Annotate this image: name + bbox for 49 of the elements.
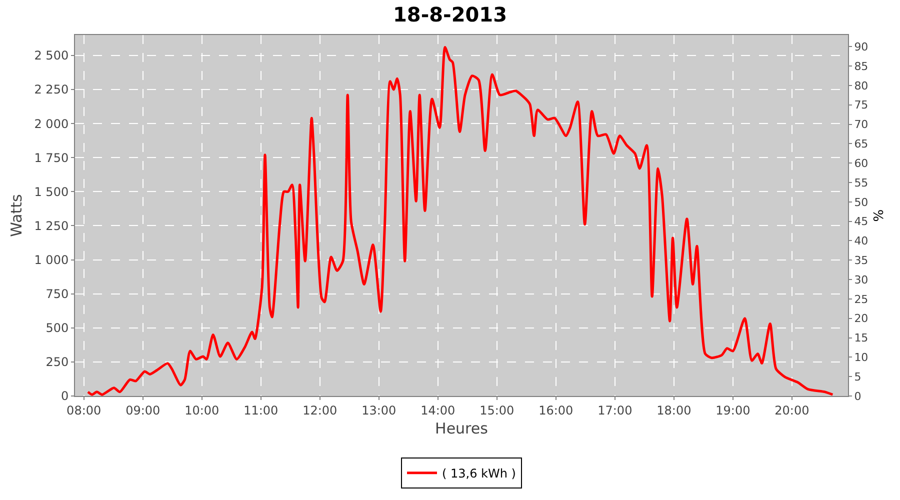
y2-tick-label: 85 (854, 60, 868, 73)
y-tick-label: 1 250 (34, 218, 69, 233)
chart-title: 18-8-2013 (392, 2, 508, 26)
y2-tick-label: 90 (854, 40, 868, 54)
y2-tick-label: 60 (854, 156, 868, 170)
y-tick-label: 500 (46, 321, 69, 336)
y2-tick-label: 70 (854, 118, 868, 132)
y2-tick-label: 5 (854, 370, 862, 384)
y-tick-label: 1 500 (34, 184, 69, 199)
y-tick-label: 2 250 (34, 82, 69, 97)
x-tick-label: 12:00 (302, 403, 338, 418)
line-series (86, 46, 834, 396)
x-tick-label: 11:00 (244, 403, 278, 418)
y2-tick-label: 80 (854, 79, 868, 92)
x-tick-label: 10:00 (184, 403, 220, 418)
y2-tick-label: 35 (854, 254, 868, 267)
y-tick-label: 0 (60, 389, 69, 404)
x-tick-label: 18:00 (656, 403, 692, 418)
y-axis-title: Watts (7, 194, 26, 237)
y2-tick-label: 50 (854, 196, 868, 209)
y2-tick-label: 0 (854, 390, 862, 403)
y-tick-label: 250 (46, 355, 69, 370)
x-tick-label: 09:00 (126, 403, 160, 418)
x-tick-label: 14:00 (420, 403, 456, 418)
x-tick-label: 16:00 (538, 403, 574, 418)
y2-axis-title: % (872, 209, 887, 222)
x-tick-label: 08:00 (66, 403, 102, 418)
x-axis-title: Heures (435, 419, 488, 438)
y2-tick-label: 40 (854, 234, 868, 248)
y2-tick-label: 15 (854, 332, 868, 345)
y2-tick-label: 30 (854, 273, 868, 286)
x-tick-label: 19:00 (716, 403, 750, 418)
y2-tick-label: 65 (854, 138, 868, 151)
y2-tick-label: 75 (854, 98, 868, 112)
legend-label: ( 13,6 kWh ) (442, 466, 516, 481)
x-tick-label: 17:00 (598, 403, 632, 418)
y2-tick-label: 25 (854, 292, 868, 306)
x-tick-label: 13:00 (362, 403, 396, 418)
y2-tick-label: 45 (854, 215, 868, 228)
y2-tick-label: 55 (854, 176, 868, 190)
y2-tick-label: 10 (854, 351, 868, 364)
y-tick-label: 1 000 (34, 252, 69, 267)
y-tick-label: 2 000 (34, 116, 69, 131)
y-tick-label: 2 500 (34, 48, 69, 63)
y2-tick-label: 20 (854, 312, 868, 326)
x-tick-label: 20:00 (774, 403, 810, 418)
y-tick-label: 750 (46, 287, 69, 302)
x-tick-label: 15:00 (480, 403, 514, 418)
y-tick-label: 1 750 (34, 150, 69, 165)
